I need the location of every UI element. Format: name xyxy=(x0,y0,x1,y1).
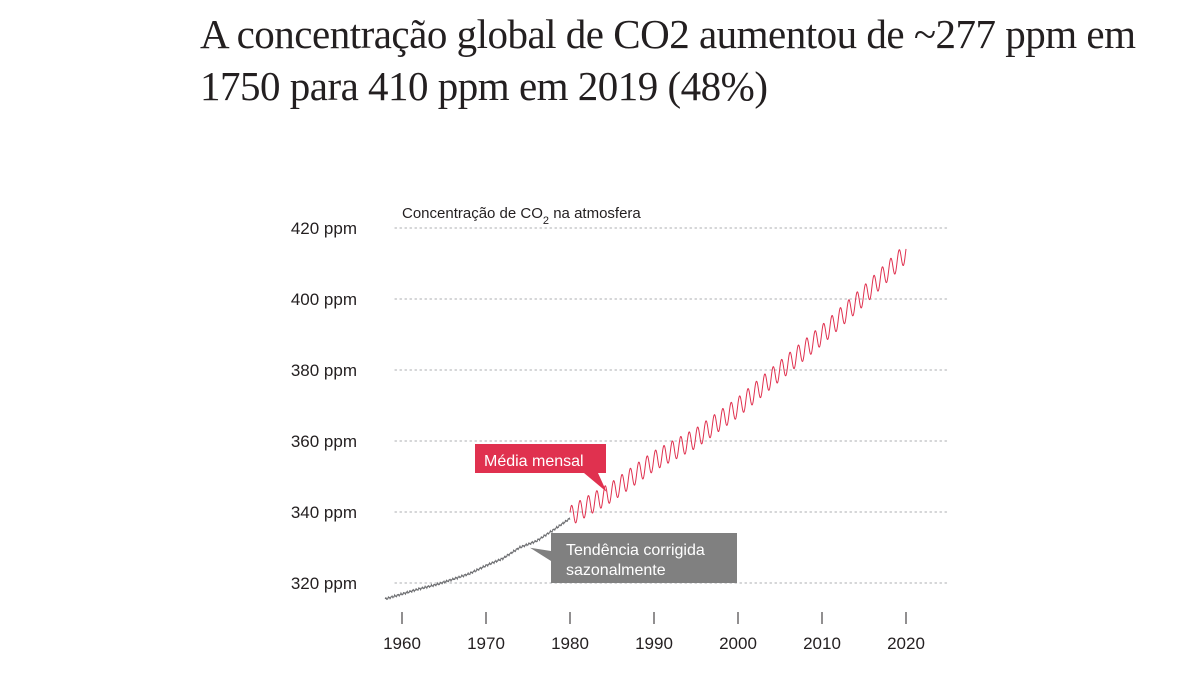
x-axis: 1960 1970 1980 1990 2000 2010 2020 xyxy=(383,612,925,653)
callout-seasonal-trend-line2: sazonalmente xyxy=(566,562,666,579)
monthly-mean-line xyxy=(569,248,907,524)
x-tick-label: 2010 xyxy=(803,634,841,653)
y-tick-label: 420 ppm xyxy=(291,219,357,238)
chart-title: Concentração de CO2 na atmosfera xyxy=(402,205,641,227)
callout-monthly-mean-label: Média mensal xyxy=(484,453,584,470)
y-axis-labels: 320 ppm 340 ppm 360 ppm 380 ppm 400 ppm 420 p… xyxy=(291,219,357,593)
x-tick-label: 2000 xyxy=(719,634,757,653)
callout-seasonal-trend xyxy=(530,533,737,583)
y-tick-label: 340 ppm xyxy=(291,503,357,522)
x-tick-label: 1990 xyxy=(635,634,673,653)
annotations: Média mensal Tendência corrigida sazonalme… xyxy=(475,444,737,583)
x-tick-label: 1960 xyxy=(383,634,421,653)
callout-monthly-mean xyxy=(475,444,607,492)
y-tick-label: 360 ppm xyxy=(291,432,357,451)
y-tick-label: 400 ppm xyxy=(291,290,357,309)
gridlines xyxy=(394,227,951,584)
y-tick-label: 320 ppm xyxy=(291,574,357,593)
series-lines xyxy=(384,248,907,601)
x-tick-label: 2020 xyxy=(887,634,925,653)
x-tick-label: 1970 xyxy=(467,634,505,653)
x-tick-label: 1980 xyxy=(551,634,589,653)
trend-line xyxy=(384,517,571,601)
y-tick-label: 380 ppm xyxy=(291,361,357,380)
headline: A concentração global de CO2 aumentou de… xyxy=(200,11,1136,109)
callout-seasonal-trend-line1: Tendência corrigida xyxy=(566,542,705,559)
